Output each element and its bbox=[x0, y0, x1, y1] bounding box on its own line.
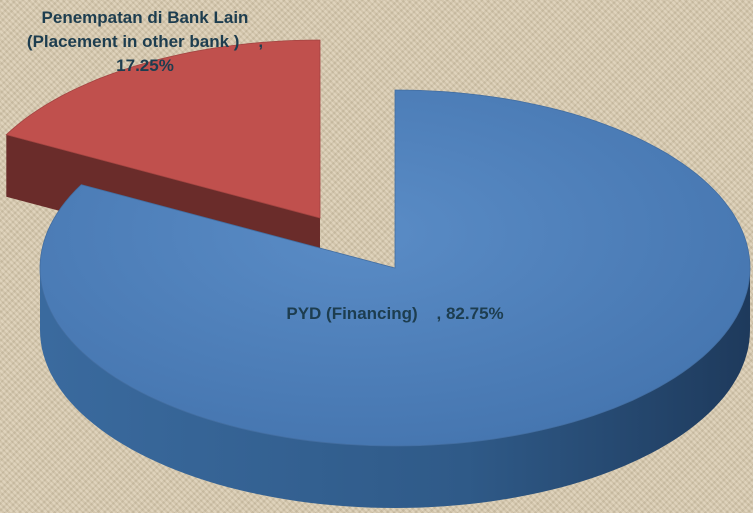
category-label: Penempatan di Bank Lain (Placement in ot… bbox=[26, 8, 254, 51]
slice bbox=[39, 89, 751, 447]
slice-side bbox=[40, 268, 750, 508]
data-label: PYD (Financing) , 82.75% bbox=[215, 302, 575, 326]
value-label: , 82.75% bbox=[417, 304, 504, 323]
value-label: , 17.25% bbox=[116, 32, 268, 75]
data-label: Penempatan di Bank Lain (Placement in ot… bbox=[10, 6, 280, 78]
category-label: PYD (Financing) bbox=[286, 304, 418, 323]
slice bbox=[5, 39, 321, 219]
